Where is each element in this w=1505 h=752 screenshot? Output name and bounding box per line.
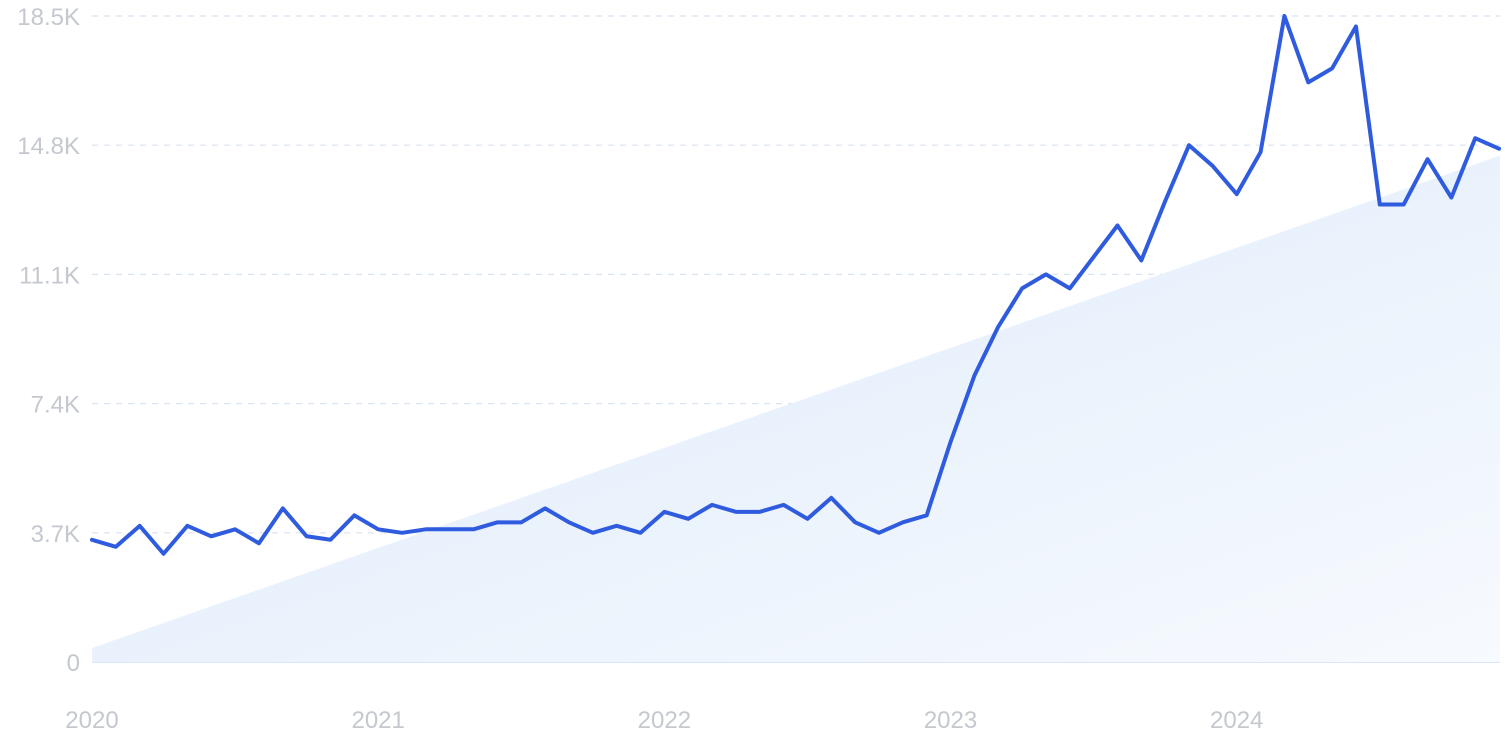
x-tick-label: 2022 — [638, 707, 691, 734]
y-tick-label: 18.5K — [17, 4, 80, 31]
trend-area-shape — [92, 155, 1500, 663]
y-tick-label: 3.7K — [31, 521, 80, 548]
y-tick-label: 11.1K — [19, 262, 80, 289]
y-tick-label: 14.8K — [17, 133, 80, 160]
x-tick-label: 2020 — [65, 707, 118, 734]
y-tick-label: 0 — [67, 650, 80, 677]
y-tick-label: 7.4K — [31, 392, 80, 419]
axis-labels: 0 3.7K 7.4K 11.1K 14.8K 18.5K 2020 2021 2022 2023… — [17, 4, 1263, 734]
x-tick-label: 2021 — [351, 707, 404, 734]
series-line-0 — [90, 14, 1502, 556]
trend-area — [92, 155, 1500, 663]
x-tick-label: 2024 — [1210, 707, 1263, 734]
series-layer — [90, 14, 1502, 556]
x-tick-label: 2023 — [924, 707, 977, 734]
